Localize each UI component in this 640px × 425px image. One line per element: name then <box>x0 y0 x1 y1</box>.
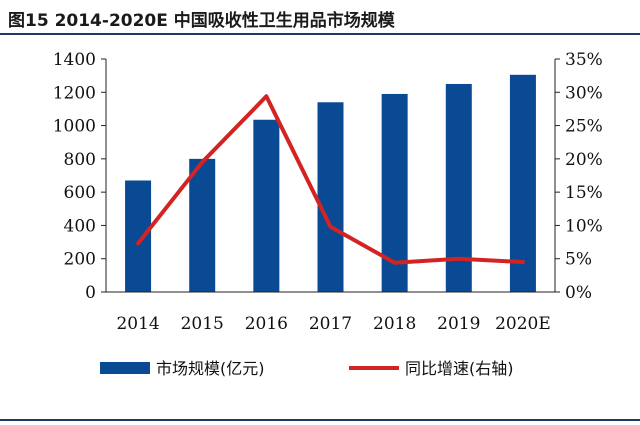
left-tick-label: 400 <box>64 216 96 236</box>
right-tick-label: 5% <box>565 250 592 270</box>
x-tick-label: 2017 <box>309 314 352 334</box>
x-tick-label: 2014 <box>116 314 159 334</box>
top-divider <box>0 33 640 35</box>
left-tick-label: 0 <box>85 283 96 303</box>
bar-2017 <box>317 102 344 293</box>
left-tick-label: 1200 <box>53 83 96 103</box>
bar-2016 <box>253 119 280 292</box>
figure-title: 图15 2014-2020E 中国吸收性卫生用品市场规模 <box>8 11 395 31</box>
right-tick-label: 0% <box>565 283 592 303</box>
right-tick-label: 15% <box>565 183 603 203</box>
growth-point-2014 <box>136 241 140 245</box>
right-tick-label: 35% <box>565 50 603 70</box>
left-tick-label: 1400 <box>53 50 96 70</box>
growth-point-2015 <box>200 160 204 164</box>
growth-point-2017 <box>329 225 332 229</box>
x-tick-label: 2020E <box>495 314 551 334</box>
left-tick-label: 1000 <box>53 117 96 137</box>
left-tick-label: 800 <box>64 150 96 170</box>
right-tick-label: 10% <box>565 216 603 236</box>
left-tick-label: 200 <box>64 250 96 270</box>
x-tick-label: 2018 <box>373 314 416 334</box>
bar-2020E <box>509 74 536 292</box>
bottom-divider <box>0 419 640 421</box>
x-tick-label: 2019 <box>437 314 480 334</box>
right-tick-label: 25% <box>565 117 603 137</box>
legend-bar-label: 市场规模(亿元) <box>156 359 265 378</box>
legend-line-label: 同比增速(右轴) <box>405 359 514 378</box>
bar-2015 <box>189 158 216 292</box>
bar-2014 <box>125 180 152 292</box>
right-tick-label: 30% <box>565 83 603 103</box>
x-tick-label: 2016 <box>245 314 288 334</box>
growth-point-2020E <box>521 260 525 264</box>
legend-bar-swatch <box>100 362 150 374</box>
growth-point-2016 <box>264 94 268 98</box>
right-tick-label: 20% <box>565 150 603 170</box>
growth-point-2019 <box>457 257 461 261</box>
x-tick-label: 2015 <box>181 314 224 334</box>
growth-point-2018 <box>393 261 397 265</box>
left-tick-label: 600 <box>64 183 96 203</box>
